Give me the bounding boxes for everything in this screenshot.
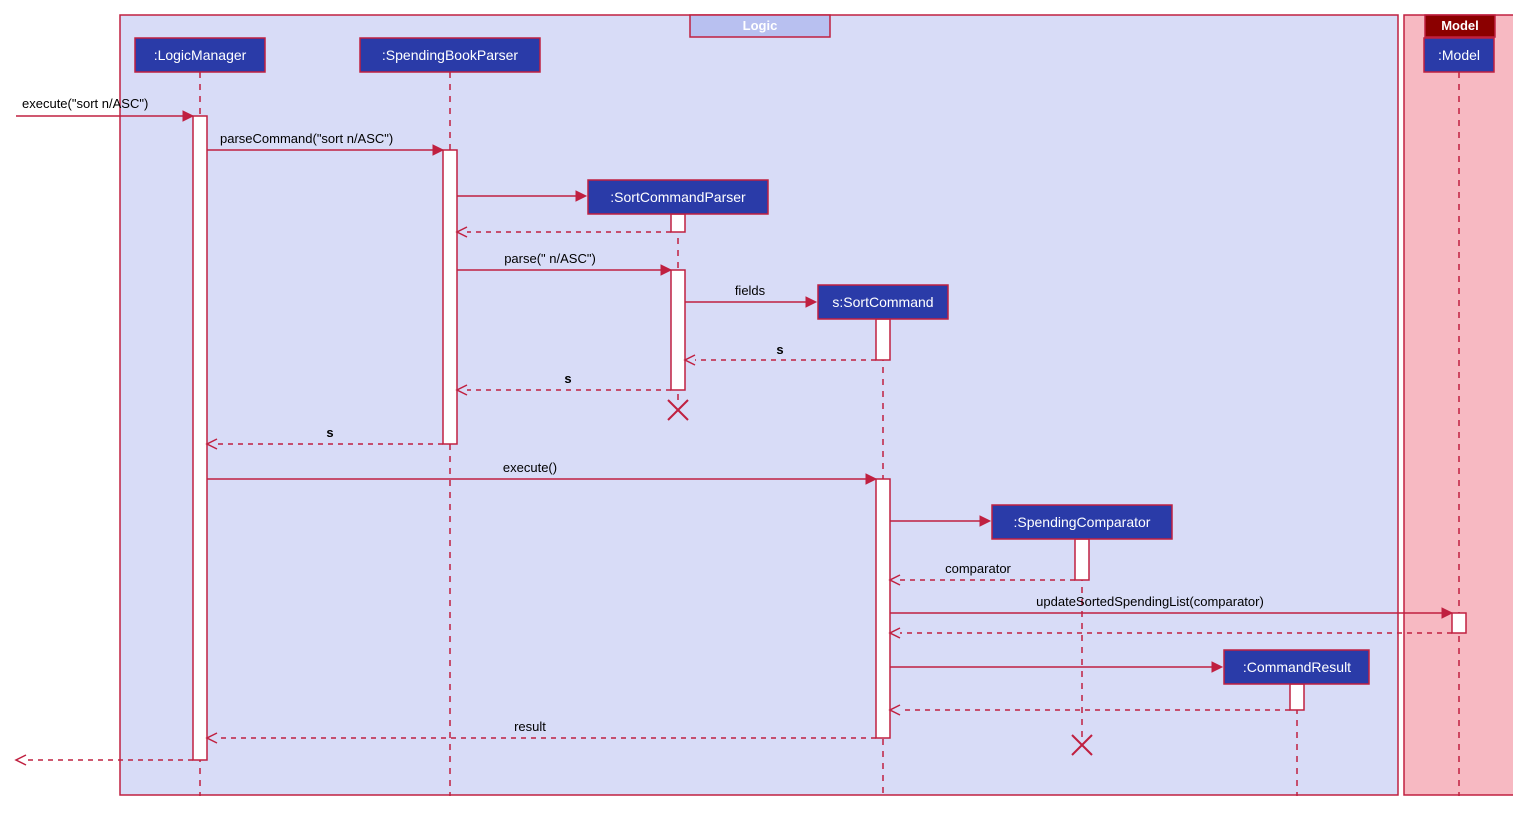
activation-scp2 [671, 270, 685, 390]
msg-m17-label: result [514, 719, 546, 734]
msg-m10-label: execute() [503, 460, 557, 475]
msg-m1-label: execute("sort n/ASC") [22, 96, 148, 111]
msg-m7-label: s [776, 342, 783, 357]
msg-m9-label: s [326, 425, 333, 440]
msg-m12-label: comparator [945, 561, 1011, 576]
sequence-diagram: Logic Model :LogicManager :SpendingBookP… [10, 10, 1513, 803]
lifeline-lm: :LogicManager [135, 38, 265, 72]
activation-sc1 [876, 319, 890, 360]
activation-md [1452, 613, 1466, 633]
svg-text::SpendingBookParser: :SpendingBookParser [382, 47, 519, 63]
model-group-label: Model [1441, 18, 1479, 33]
svg-text::SpendingComparator: :SpendingComparator [1014, 514, 1151, 530]
activation-cr [1290, 684, 1304, 710]
activation-sbp [443, 150, 457, 444]
msg-m18-head [16, 755, 26, 765]
svg-text:s:SortCommand: s:SortCommand [832, 294, 933, 310]
activation-scp2b [1075, 539, 1089, 580]
lifeline-scp2: :SpendingComparator [992, 505, 1172, 539]
svg-text::SortCommandParser: :SortCommandParser [610, 189, 746, 205]
activation-scp1 [671, 214, 685, 232]
activation-sc2 [876, 479, 890, 738]
lifeline-sbp: :SpendingBookParser [360, 38, 540, 72]
lifeline-scp: :SortCommandParser [588, 180, 768, 214]
svg-text::Model: :Model [1438, 47, 1480, 63]
msg-m8-label: s [564, 371, 571, 386]
lifeline-cr: :CommandResult [1224, 650, 1369, 684]
lifeline-md: :Model [1424, 38, 1494, 72]
msg-m5-label: parse(" n/ASC") [504, 251, 596, 266]
msg-m13-label: updateSortedSpendingList(comparator) [1036, 594, 1264, 609]
lifeline-sc: s:SortCommand [818, 285, 948, 319]
msg-m6-label: fields [735, 283, 766, 298]
logic-group-label: Logic [743, 18, 778, 33]
activation-lm [193, 116, 207, 760]
svg-text::LogicManager: :LogicManager [154, 47, 247, 63]
msg-m2-label: parseCommand("sort n/ASC") [220, 131, 393, 146]
svg-text::CommandResult: :CommandResult [1243, 659, 1351, 675]
